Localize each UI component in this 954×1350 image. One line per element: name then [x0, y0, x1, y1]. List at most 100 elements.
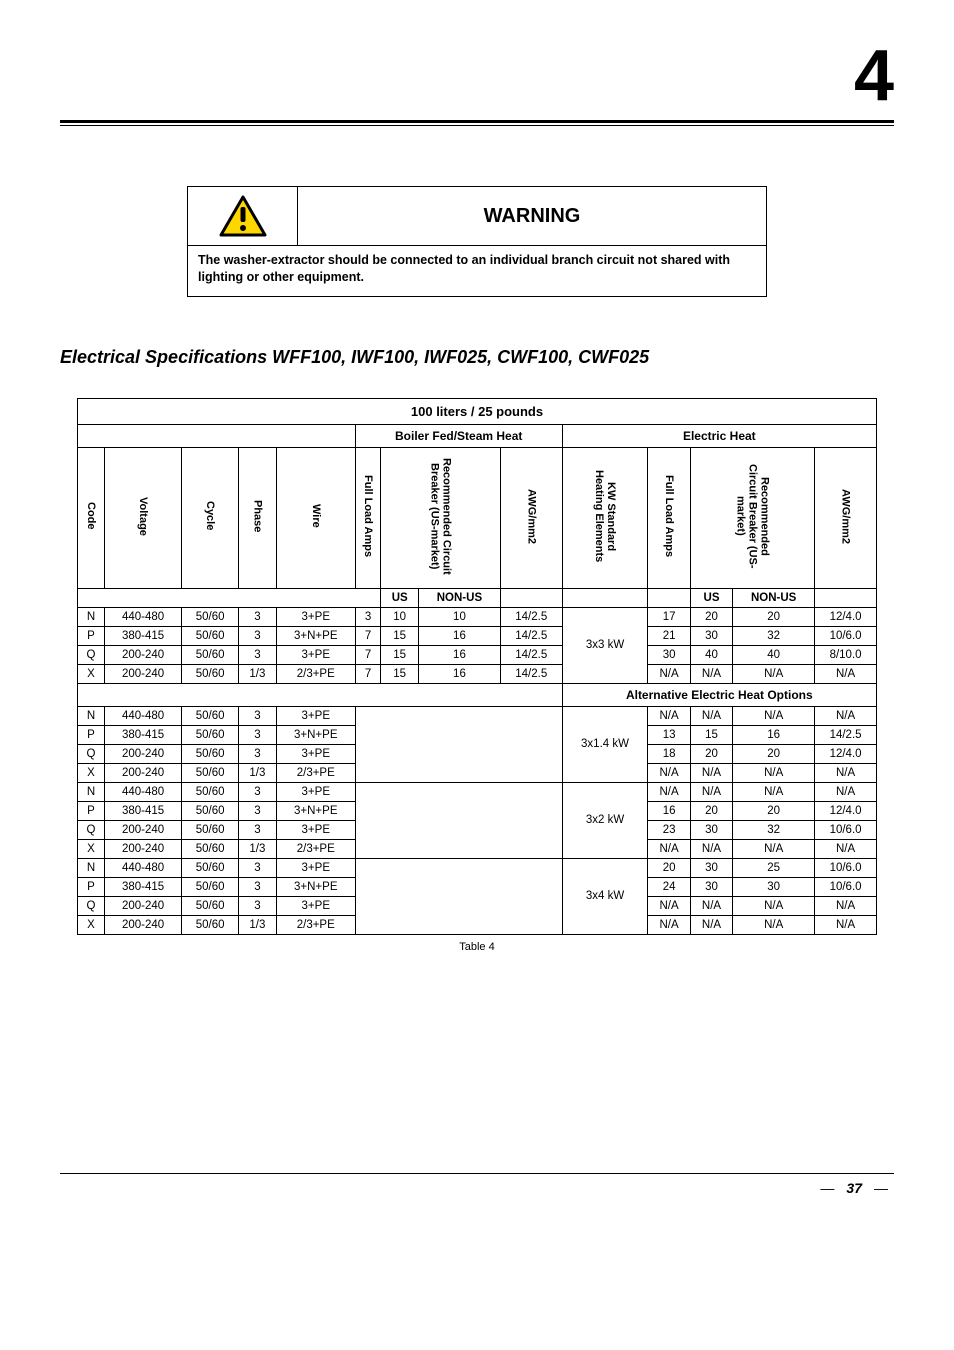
cell-nonus-elec: N/A: [733, 839, 815, 858]
cell-us-elec: 30: [690, 820, 732, 839]
cell-voltage: 440-480: [105, 706, 182, 725]
cell-awg-boiler: 14/2.5: [500, 607, 562, 626]
cell-us-elec: N/A: [690, 706, 732, 725]
blank-boiler-cell: [355, 706, 562, 782]
cell-code: Q: [78, 744, 105, 763]
cell-phase: 1/3: [239, 763, 277, 782]
table-row: N440-48050/6033+PE3101014/2.53x3 kW17202…: [78, 607, 877, 626]
col-fla-boiler: Full Load Amps: [355, 447, 381, 588]
cell-cycle: 50/60: [182, 782, 239, 801]
cell-wire: 2/3+PE: [276, 763, 355, 782]
cell-phase: 1/3: [239, 915, 277, 934]
cell-code: N: [78, 607, 105, 626]
nonus-label: NON-US: [419, 588, 501, 607]
cell-wire: 3+PE: [276, 782, 355, 801]
cell-awg-elec: N/A: [815, 915, 877, 934]
cell-nonus-elec: 40: [733, 645, 815, 664]
kw-cell: 3x4 kW: [562, 858, 648, 934]
cell-code: N: [78, 782, 105, 801]
cell-us-elec: N/A: [690, 915, 732, 934]
cell-voltage: 440-480: [105, 782, 182, 801]
cell-phase: 3: [239, 645, 277, 664]
cell-nonus-boiler: 16: [419, 664, 501, 683]
cell-nonus-boiler: 16: [419, 645, 501, 664]
cell-fla-elec: N/A: [648, 839, 690, 858]
cell-nonus-elec: 32: [733, 626, 815, 645]
col-phase: Phase: [239, 447, 277, 588]
table-row: N440-48050/6033+PE3x4 kW20302510/6.0: [78, 858, 877, 877]
cell-code: N: [78, 858, 105, 877]
cell-phase: 3: [239, 877, 277, 896]
cell-nonus-boiler: 10: [419, 607, 501, 626]
cell-code: N: [78, 706, 105, 725]
col-voltage: Voltage: [105, 447, 182, 588]
cell-nonus-elec: N/A: [733, 664, 815, 683]
cell-voltage: 200-240: [105, 915, 182, 934]
section-title: Electrical Specifications WFF100, IWF100…: [60, 347, 894, 368]
cell-voltage: 380-415: [105, 877, 182, 896]
cell-wire: 3+N+PE: [276, 801, 355, 820]
boiler-header: Boiler Fed/Steam Heat: [355, 424, 562, 447]
cell-wire: 3+N+PE: [276, 725, 355, 744]
cell-fla-boiler: 7: [355, 664, 381, 683]
kw-cell: 3x3 kW: [562, 607, 648, 683]
cell-awg-elec: 12/4.0: [815, 607, 877, 626]
nonus-label: NON-US: [733, 588, 815, 607]
cell-awg-boiler: 14/2.5: [500, 645, 562, 664]
cell-code: X: [78, 763, 105, 782]
cell-voltage: 200-240: [105, 664, 182, 683]
cell-us-elec: 20: [690, 744, 732, 763]
col-rec-bkr-elec: RecommendedCircuit Breaker (US-market): [690, 447, 814, 588]
table-title: 100 liters / 25 pounds: [78, 398, 877, 424]
cell-fla-elec: 24: [648, 877, 690, 896]
cell-voltage: 440-480: [105, 607, 182, 626]
cell-awg-elec: N/A: [815, 839, 877, 858]
cell-phase: 3: [239, 744, 277, 763]
cell-cycle: 50/60: [182, 839, 239, 858]
cell-voltage: 200-240: [105, 896, 182, 915]
cell-voltage: 440-480: [105, 858, 182, 877]
blank-boiler-cell: [355, 858, 562, 934]
cell-voltage: 200-240: [105, 763, 182, 782]
cell-fla-boiler: 7: [355, 645, 381, 664]
cell-nonus-elec: N/A: [733, 896, 815, 915]
table-row: N440-48050/6033+PE3x1.4 kWN/AN/AN/AN/A: [78, 706, 877, 725]
cell-code: X: [78, 664, 105, 683]
cell-phase: 3: [239, 858, 277, 877]
col-cycle: Cycle: [182, 447, 239, 588]
warning-triangle-icon: [219, 195, 267, 237]
cell-phase: 3: [239, 725, 277, 744]
table-row: X200-24050/601/32/3+PE7151614/2.5N/AN/AN…: [78, 664, 877, 683]
cell-phase: 3: [239, 801, 277, 820]
cell-cycle: 50/60: [182, 664, 239, 683]
col-fla-elec: Full Load Amps: [648, 447, 690, 588]
cell-nonus-elec: 20: [733, 744, 815, 763]
cell-code: Q: [78, 645, 105, 664]
cell-wire: 3+PE: [276, 645, 355, 664]
cell-nonus-elec: 16: [733, 725, 815, 744]
table-caption: Table 4: [60, 941, 894, 953]
cell-awg-elec: N/A: [815, 896, 877, 915]
cell-fla-boiler: 7: [355, 626, 381, 645]
cell-cycle: 50/60: [182, 626, 239, 645]
cell-fla-elec: 23: [648, 820, 690, 839]
table-row: Q200-24050/6033+PE7151614/2.53040408/10.…: [78, 645, 877, 664]
cell-code: X: [78, 839, 105, 858]
cell-cycle: 50/60: [182, 645, 239, 664]
cell-awg-elec: N/A: [815, 664, 877, 683]
cell-cycle: 50/60: [182, 801, 239, 820]
cell-us-boiler: 15: [381, 645, 419, 664]
alt-heat-options-label: Alternative Electric Heat Options: [562, 683, 876, 706]
cell-us-elec: 30: [690, 858, 732, 877]
warning-box: WARNING The washer-extractor should be c…: [187, 186, 767, 297]
cell-voltage: 380-415: [105, 626, 182, 645]
cell-phase: 3: [239, 896, 277, 915]
cell-wire: 3+PE: [276, 744, 355, 763]
spec-table: 100 liters / 25 pounds Boiler Fed/Steam …: [77, 398, 877, 935]
cell-voltage: 380-415: [105, 725, 182, 744]
kw-cell: 3x1.4 kW: [562, 706, 648, 782]
cell-cycle: 50/60: [182, 706, 239, 725]
cell-us-boiler: 15: [381, 664, 419, 683]
cell-cycle: 50/60: [182, 915, 239, 934]
cell-voltage: 200-240: [105, 645, 182, 664]
